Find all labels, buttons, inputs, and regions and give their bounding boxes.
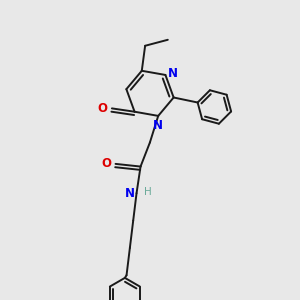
Text: H: H (144, 187, 152, 197)
Text: N: N (153, 118, 163, 132)
Text: N: N (125, 187, 135, 200)
Text: O: O (97, 102, 107, 115)
Text: O: O (101, 158, 111, 170)
Text: N: N (168, 67, 178, 80)
